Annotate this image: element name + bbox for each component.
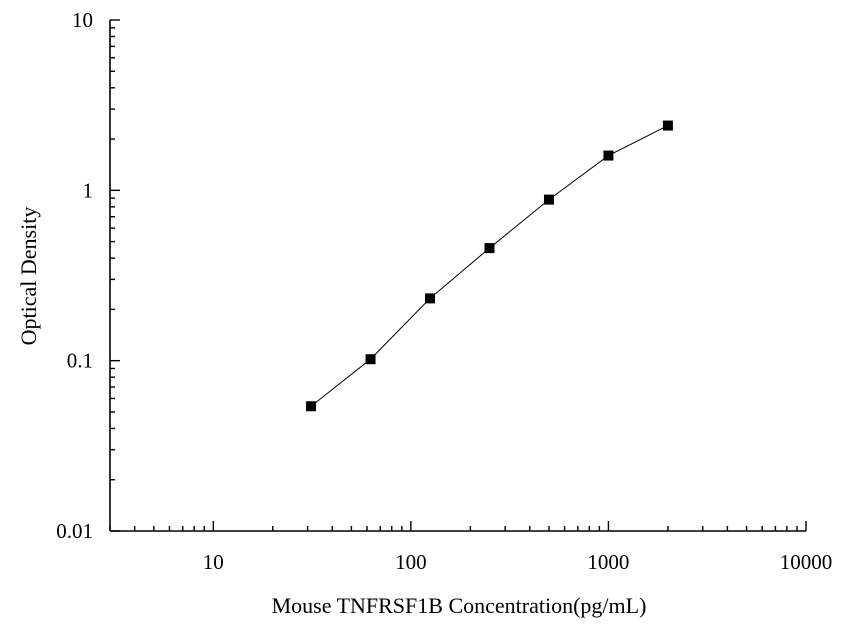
data-point [543,194,554,205]
data-point [662,120,673,131]
data-point [365,354,376,365]
y-tick-label: 1 [83,178,94,202]
axis-tick-labels: 10 100 1000 10000 0.01 0.1 1 10 [56,8,832,574]
x-tick-label: 1000 [587,550,629,574]
x-tick-label: 10 [203,550,224,574]
x-axis-title: Mouse TNFRSF1B Concentration(pg/mL) [272,593,647,618]
series-line [310,125,669,407]
data-series [306,120,673,412]
axis-ticks [109,19,807,532]
y-tick-label: 10 [72,8,93,32]
y-axis-title: Optical Density [16,207,41,346]
plot-axes [109,20,806,532]
x-tick-label: 10000 [780,550,833,574]
data-point [603,150,614,161]
y-tick-label: 0.01 [56,519,93,543]
y-tick-label: 0.1 [67,349,93,373]
data-point [306,401,317,412]
data-point [484,243,495,254]
x-tick-label: 100 [395,550,427,574]
data-point [425,293,436,304]
